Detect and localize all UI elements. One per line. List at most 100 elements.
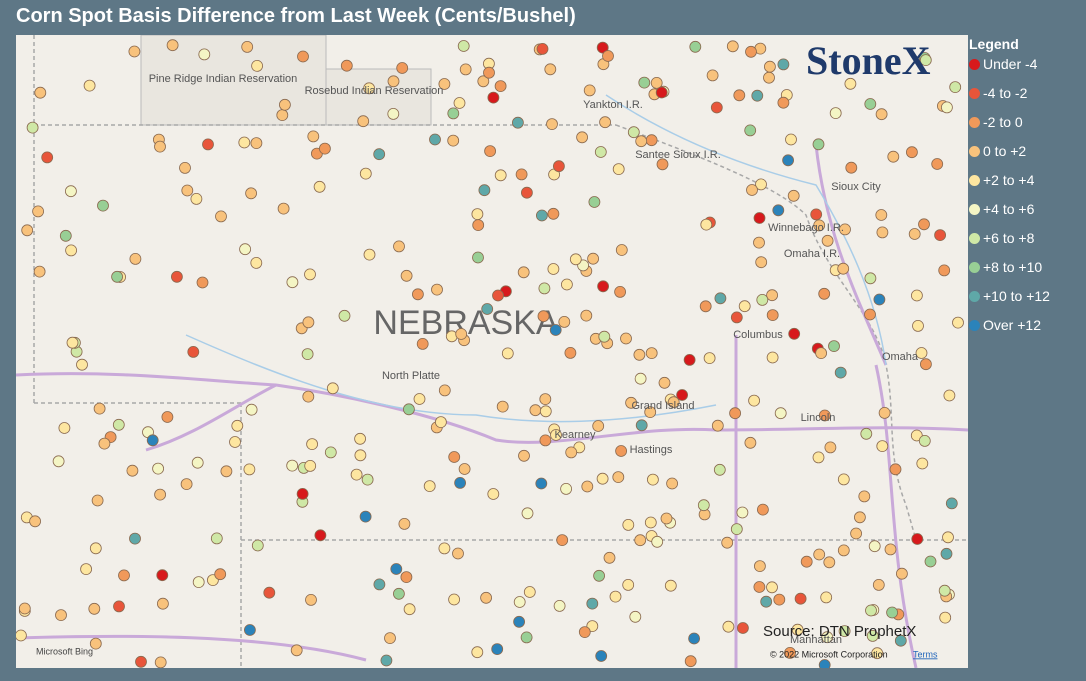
station-dot bbox=[550, 429, 562, 441]
station-dot bbox=[154, 656, 167, 668]
station-dot bbox=[634, 534, 647, 547]
place-label: Rosebud Indian Reservation bbox=[305, 85, 444, 97]
station-dot bbox=[290, 644, 303, 657]
station-dot bbox=[513, 615, 526, 628]
station-dot bbox=[766, 351, 779, 364]
station-dot bbox=[65, 244, 77, 257]
station-dot bbox=[111, 270, 123, 283]
station-dot bbox=[496, 400, 509, 413]
station-dot bbox=[251, 59, 264, 72]
station-dot bbox=[813, 548, 826, 561]
station-dot bbox=[645, 134, 658, 147]
station-dot bbox=[263, 586, 276, 599]
station-dot bbox=[129, 532, 141, 545]
station-dot bbox=[192, 576, 205, 588]
station-dot bbox=[916, 457, 929, 470]
station-dot bbox=[454, 476, 467, 489]
station-dot bbox=[569, 253, 582, 266]
station-dot bbox=[478, 184, 491, 197]
station-dot bbox=[354, 432, 367, 445]
legend-item: -2 to 0 bbox=[969, 114, 1050, 143]
place-label: North Platte bbox=[382, 370, 440, 382]
station-dot bbox=[324, 446, 337, 459]
station-dot bbox=[359, 510, 372, 523]
station-dot bbox=[777, 58, 790, 71]
station-dot bbox=[229, 436, 241, 448]
station-dot bbox=[318, 142, 331, 155]
station-dot bbox=[583, 84, 596, 97]
copyright: © 2022 Microsoft Corporation bbox=[770, 649, 888, 659]
station-dot bbox=[818, 287, 831, 300]
station-dot bbox=[629, 610, 642, 623]
legend-swatch bbox=[969, 88, 980, 99]
station-dot bbox=[894, 634, 907, 647]
station-dot bbox=[214, 568, 227, 581]
station-dot bbox=[564, 346, 577, 359]
station-dot bbox=[553, 160, 565, 173]
place-label: Grand Island bbox=[632, 400, 695, 412]
station-dot bbox=[782, 154, 794, 167]
station-dot bbox=[390, 563, 403, 575]
station-dot bbox=[431, 283, 443, 296]
station-dot bbox=[772, 204, 785, 217]
station-dot bbox=[736, 506, 749, 519]
station-dot bbox=[612, 163, 625, 176]
station-dot bbox=[539, 393, 552, 406]
station-dot bbox=[359, 167, 372, 180]
terms-link[interactable]: Terms bbox=[913, 649, 938, 659]
station-dot bbox=[278, 98, 291, 111]
station-dot bbox=[286, 459, 299, 472]
station-dot bbox=[302, 390, 315, 403]
station-dot bbox=[52, 455, 65, 468]
station-dot bbox=[32, 205, 45, 218]
station-dot bbox=[393, 240, 405, 253]
station-dot bbox=[180, 478, 193, 491]
station-dot bbox=[635, 419, 648, 432]
station-dot bbox=[202, 138, 214, 151]
place-label: Omaha bbox=[882, 351, 919, 363]
station-dot bbox=[363, 248, 376, 261]
station-dot bbox=[492, 289, 504, 302]
station-dot bbox=[753, 212, 766, 224]
station-dot bbox=[55, 609, 67, 621]
station-dot bbox=[187, 345, 200, 358]
station-dot bbox=[650, 77, 663, 89]
station-dot bbox=[250, 256, 263, 269]
station-dot bbox=[850, 527, 862, 540]
station-dot bbox=[89, 637, 102, 650]
station-dot bbox=[220, 465, 233, 478]
station-dot bbox=[858, 490, 871, 503]
place-label: Santee Sioux I.R. bbox=[635, 149, 721, 161]
station-dot bbox=[536, 209, 548, 222]
station-dot bbox=[459, 63, 472, 76]
station-dot bbox=[760, 595, 773, 608]
station-dot bbox=[190, 192, 203, 205]
station-dot bbox=[746, 184, 758, 196]
logo: StoneX bbox=[806, 38, 931, 83]
station-dot bbox=[521, 507, 534, 520]
station-dot bbox=[911, 289, 923, 302]
station-dot bbox=[277, 202, 290, 215]
station-dot bbox=[818, 409, 831, 422]
station-dot bbox=[305, 594, 317, 606]
station-dot bbox=[829, 107, 842, 119]
station-dot bbox=[556, 534, 569, 547]
station-dot bbox=[354, 449, 367, 462]
station-dot bbox=[191, 456, 204, 469]
station-dot bbox=[647, 473, 659, 486]
station-dot bbox=[729, 407, 741, 420]
station-dot bbox=[875, 209, 888, 221]
station-dot bbox=[477, 75, 490, 88]
station-dot bbox=[620, 332, 632, 345]
place-label: Winnebago I.R. bbox=[768, 222, 844, 234]
station-dot bbox=[635, 135, 648, 148]
station-dot bbox=[539, 434, 552, 447]
legend-swatch bbox=[969, 146, 980, 157]
station-dot bbox=[88, 602, 101, 615]
station-dot bbox=[745, 45, 757, 58]
station-dot bbox=[634, 372, 647, 385]
station-dot bbox=[156, 569, 169, 582]
station-dot bbox=[813, 219, 826, 232]
place-label: Manhattan bbox=[790, 634, 842, 646]
station-dot bbox=[472, 219, 485, 232]
